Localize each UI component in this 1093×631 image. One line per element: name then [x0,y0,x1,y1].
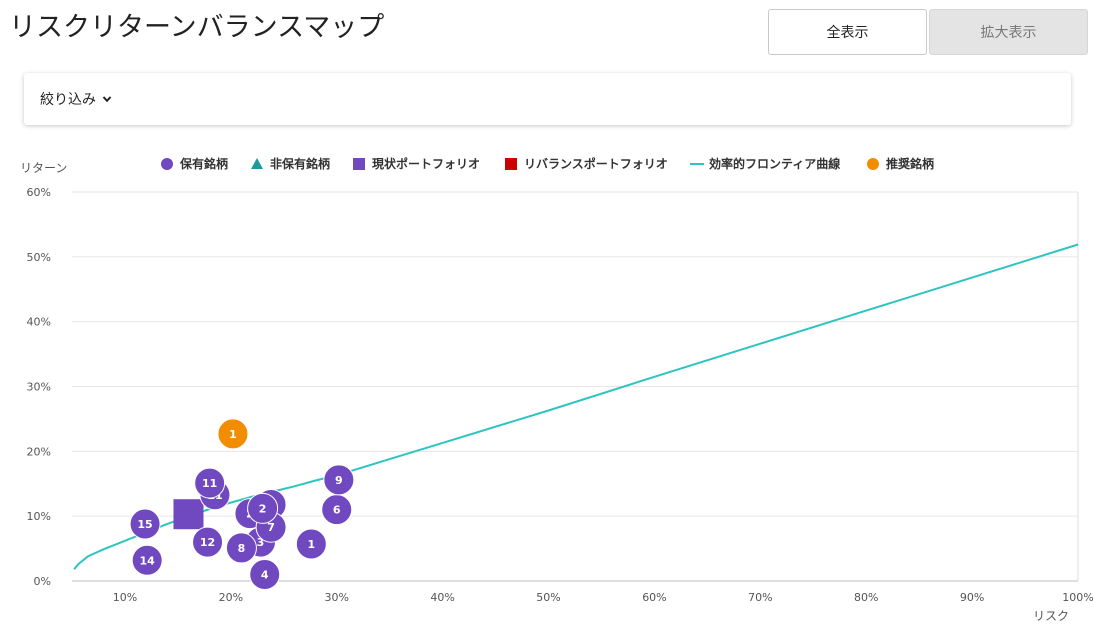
legend-recommended-icon [867,158,879,170]
legend-current_portfolio-icon [353,158,365,170]
held-stock-label: 12 [200,536,215,549]
held-stock-point [323,464,355,496]
held-stock-point [295,528,327,560]
chart-legend: 保有銘柄 非保有銘柄 現状ポートフォリオ リバランスポートフォリオ 効率的フロンティア曲… [161,156,934,171]
y-tick-label: 60% [27,186,51,199]
x-tick-label: 10% [113,591,137,604]
recommended-stock-point [217,418,249,450]
legend-recommended-label: 推奨銘柄 [886,156,934,171]
zoom-button[interactable]: 拡大表示 [929,9,1088,55]
legend-current_portfolio-label: 現状ポートフォリオ [372,156,480,171]
held-stock-label: 7 [267,521,275,534]
chart-marks: 123456789111112141521 [129,418,355,591]
held-stock-point [129,508,161,540]
held-stock-label: 8 [238,542,246,555]
held-stock-point [225,532,257,564]
legend-frontier-label: 効率的フロンティア曲線 [709,156,840,171]
legend-held-label: 保有銘柄 [179,156,228,171]
held-stock-point [249,559,281,591]
y-tick-label: 30% [27,381,51,394]
filter-panel[interactable]: 絞り込み [24,73,1071,125]
x-tick-label: 70% [748,591,772,604]
x-tick-label: 60% [642,591,666,604]
legend-not_held-icon [251,158,263,169]
x-tick-label: 90% [960,591,984,604]
held-stock-label: 11 [202,477,217,490]
held-stock-point [131,544,163,576]
held-stock-label: 1 [307,538,315,551]
legend-held-icon [161,158,173,170]
current-portfolio-marker [173,499,204,530]
held-stock-point [194,467,226,499]
risk-return-chart: 保有銘柄 非保有銘柄 現状ポートフォリオ リバランスポートフォリオ 効率的フロンティア曲… [20,156,1093,623]
frontier-curve [73,243,1079,570]
axis-ticks: 0% 10% 20% 30% 40% 50% 60% 10% 20% 30% 40% 50% 60% 70… [27,186,1093,604]
x-tick-label: 40% [430,591,454,604]
held-stock-label: 4 [261,569,269,582]
page-title: リスクリターンバランスマップ [9,12,385,43]
y-tick-label: 40% [27,316,51,329]
y-tick-label: 20% [27,445,51,458]
held-stock-label: 3 [257,536,265,549]
legend-rebalance_portfolio-icon [505,158,517,170]
legend-not_held-label: 非保有銘柄 [270,156,330,171]
filter-label: 絞り込み [40,92,96,108]
held-stock-label: 14 [140,554,156,567]
held-stock-label: 15 [137,518,152,531]
legend-rebalance_portfolio-label: リバランスポートフォリオ [524,156,668,171]
chevron-down-icon [102,96,112,103]
held-stock-label: 6 [333,504,341,517]
recommended-stock-label: 1 [229,428,237,441]
y-axis-title: リターン [20,161,67,175]
x-tick-label: 30% [325,591,349,604]
held-stock-point [247,492,279,524]
grid-lines [72,191,1079,582]
y-tick-label: 0% [34,575,51,588]
held-stock-label: 2 [259,502,267,515]
x-axis-title: リスク [1033,609,1069,623]
show-all-button[interactable]: 全表示 [768,9,927,55]
held-stock-point [192,526,224,558]
x-tick-label: 100% [1062,591,1093,604]
y-tick-label: 50% [27,251,51,264]
x-tick-label: 80% [854,591,878,604]
y-tick-label: 10% [27,510,51,523]
x-tick-label: 20% [219,591,243,604]
held-stock-label: 9 [335,474,343,487]
x-tick-label: 50% [536,591,560,604]
